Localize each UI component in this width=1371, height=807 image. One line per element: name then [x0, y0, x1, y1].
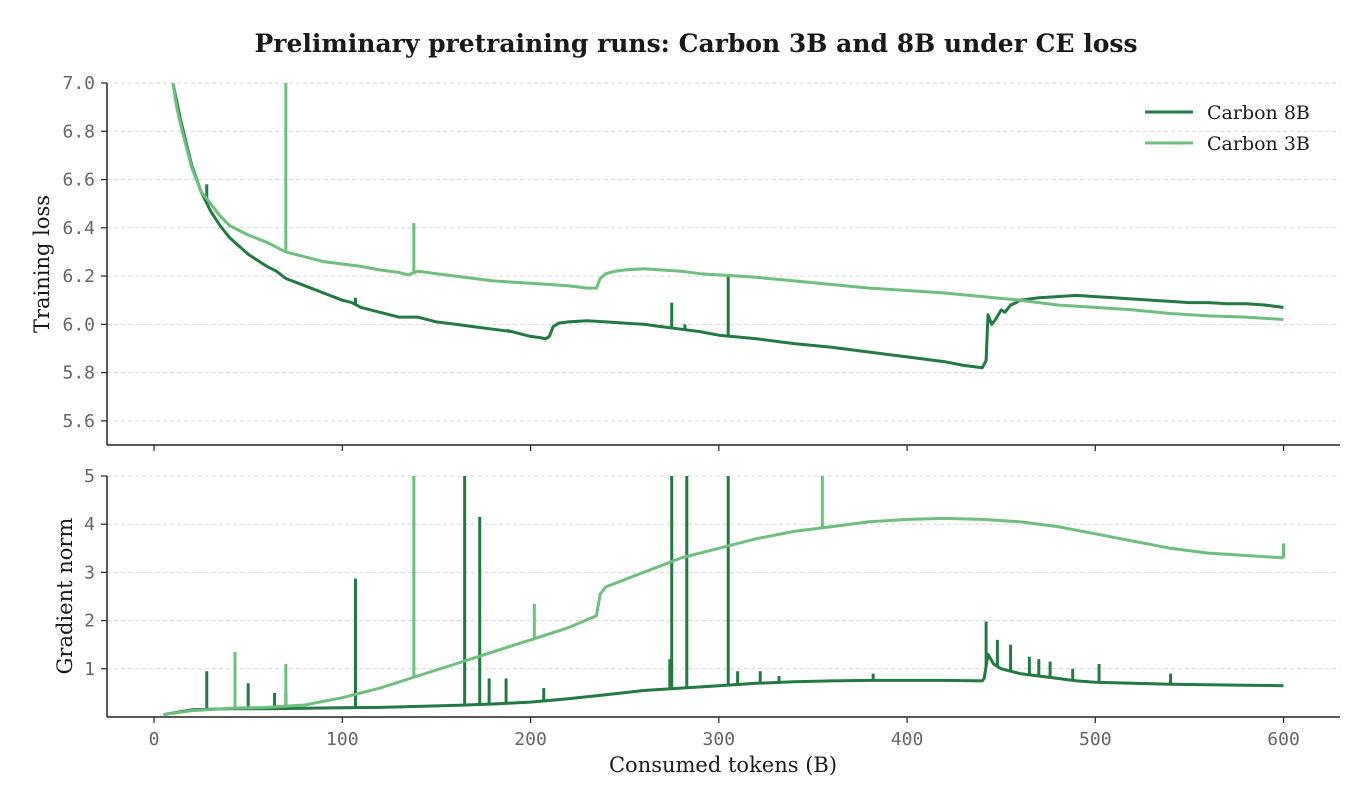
loss-y-tick-label: 6.4 — [62, 218, 95, 239]
x-tick-label: 100 — [326, 729, 359, 750]
x-tick-label: 500 — [1079, 729, 1112, 750]
loss-y-tick-label: 5.6 — [62, 411, 95, 432]
loss-y-ticks: 5.6 5.8 6.0 6.2 6.4 6.6 6.8 7.0 — [62, 73, 107, 432]
gradnorm-y-axis-label: Gradient norm — [53, 518, 77, 675]
gradnorm-y-tick-label: 3 — [84, 562, 95, 583]
gradnorm-y-tick-label: 5 — [84, 466, 95, 487]
x-axis-label: Consumed tokens (B) — [609, 753, 837, 777]
x-tick-label: 300 — [703, 729, 736, 750]
gradnorm-line-carbon-8b — [163, 652, 1284, 717]
loss-y-axis-label: Training loss — [30, 195, 54, 333]
loss-y-tick-label: 6.6 — [62, 170, 95, 191]
gradnorm-panel: 1 2 3 4 5 0 100 200 300 400 500 600 Gradient norm — [53, 466, 1340, 750]
gradnorm-y-tick-label: 4 — [84, 514, 95, 535]
loss-y-tick-label: 7.0 — [62, 73, 95, 94]
loss-line-carbon-8b — [171, 83, 1284, 370]
gradnorm-x-ticks: 0 100 200 300 400 500 600 — [149, 717, 1300, 750]
loss-panel: 5.6 5.8 6.0 6.2 6.4 6.6 6.8 7.0 Training loss — [30, 73, 1340, 451]
gradnorm-y-ticks: 1 2 3 4 5 — [84, 466, 107, 680]
legend: Carbon 8B Carbon 3B — [1145, 102, 1310, 155]
chart-title: Preliminary pretraining runs: Carbon 3B … — [254, 29, 1137, 58]
loss-line-carbon-3b — [171, 83, 1284, 321]
gradnorm-axes — [106, 476, 1340, 718]
loss-gridlines — [107, 82, 1340, 422]
gradnorm-series-lines — [163, 476, 1286, 717]
gradnorm-y-tick-label: 2 — [84, 611, 95, 632]
gradnorm-y-tick-label: 1 — [84, 659, 95, 680]
loss-y-tick-label: 6.8 — [62, 121, 95, 142]
loss-axes — [106, 83, 1340, 446]
loss-x-tickmarks — [153, 445, 1285, 451]
gradnorm-line-carbon-3b — [163, 516, 1284, 717]
legend-label-carbon-3b: Carbon 3B — [1207, 133, 1310, 155]
x-tick-label: 0 — [149, 729, 160, 750]
loss-y-tick-label: 5.8 — [62, 363, 95, 384]
gradnorm-gridlines — [107, 475, 1340, 670]
loss-y-tick-label: 6.0 — [62, 314, 95, 335]
x-tick-label: 200 — [514, 729, 547, 750]
legend-label-carbon-8b: Carbon 8B — [1207, 102, 1310, 124]
loss-y-tick-label: 6.2 — [62, 266, 95, 287]
loss-series-lines — [171, 83, 1284, 370]
x-tick-label: 400 — [891, 729, 924, 750]
x-tick-label: 600 — [1267, 729, 1300, 750]
